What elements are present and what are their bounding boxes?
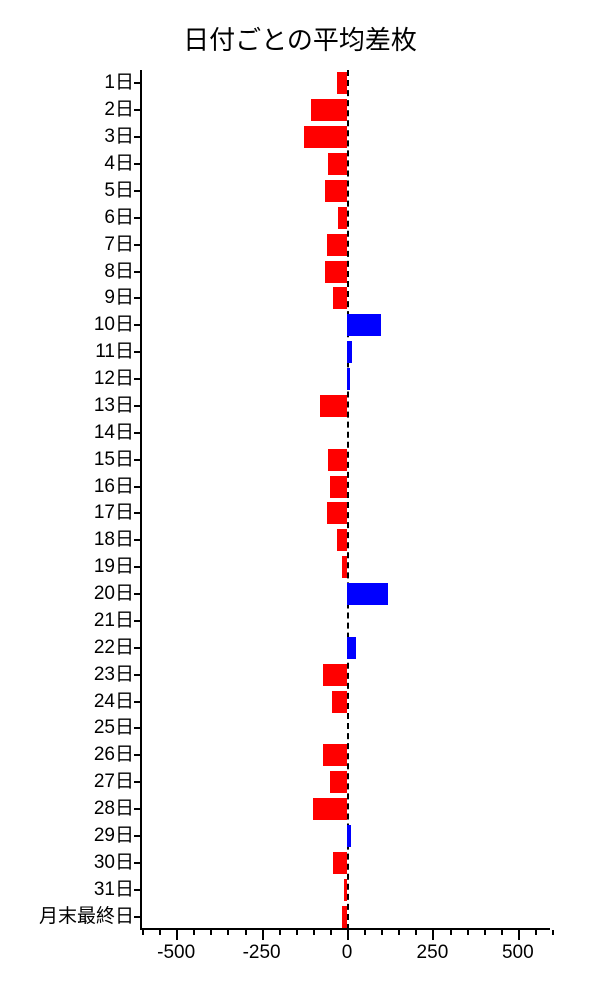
x-tick-minor: [450, 930, 452, 935]
y-axis-label: 26日: [94, 742, 142, 768]
x-tick-major: [432, 930, 434, 940]
bar: [342, 906, 347, 928]
y-axis-label: 3日: [104, 124, 142, 150]
bar: [344, 879, 347, 901]
y-axis-label: 7日: [104, 232, 142, 258]
x-tick-minor: [467, 930, 469, 935]
x-tick-minor: [296, 930, 298, 935]
bar: [327, 234, 348, 256]
y-axis-label: 8日: [104, 259, 142, 285]
x-tick-minor: [227, 930, 229, 935]
y-axis-label: 29日: [94, 823, 142, 849]
x-tick-major: [176, 930, 178, 940]
y-axis-label: 28日: [94, 796, 142, 822]
bar: [330, 476, 347, 498]
x-tick-minor: [501, 930, 503, 935]
y-axis-label: 22日: [94, 635, 142, 661]
y-axis-label: 12日: [94, 366, 142, 392]
bar: [311, 99, 347, 121]
y-axis-label: 13日: [94, 393, 142, 419]
x-tick-minor: [535, 930, 537, 935]
x-tick-minor: [193, 930, 195, 935]
y-axis-label: 1日: [104, 70, 142, 96]
bar: [330, 771, 347, 793]
x-tick-minor: [552, 930, 554, 935]
bar: [325, 261, 347, 283]
x-tick-minor: [484, 930, 486, 935]
bar: [347, 583, 388, 605]
bar: [333, 287, 347, 309]
x-tick-minor: [330, 930, 332, 935]
x-tick-minor: [364, 930, 366, 935]
y-axis-label: 27日: [94, 769, 142, 795]
bar: [320, 395, 347, 417]
x-tick-minor: [415, 930, 417, 935]
bar: [337, 529, 347, 551]
x-axis-label: 0: [342, 942, 353, 964]
y-axis-label: 20日: [94, 581, 142, 607]
y-axis-label: 15日: [94, 447, 142, 473]
x-tick-major: [518, 930, 520, 940]
bar: [313, 798, 347, 820]
y-axis-label: 10日: [94, 312, 142, 338]
y-axis-label: 11日: [95, 339, 142, 365]
y-axis-label: 17日: [94, 500, 142, 526]
y-axis-label: 23日: [94, 662, 142, 688]
chart-container: 日付ごとの平均差枚 1日2日3日4日5日6日7日8日9日10日11日12日13日…: [0, 0, 600, 1000]
y-axis-label: 30日: [94, 850, 142, 876]
bar: [347, 825, 351, 847]
x-tick-minor: [142, 930, 144, 935]
y-axis-label: 19日: [94, 554, 142, 580]
bar: [338, 207, 347, 229]
chart-title: 日付ごとの平均差枚: [0, 20, 600, 57]
y-axis-label: 24日: [94, 689, 142, 715]
bar: [323, 744, 347, 766]
plot-area: 1日2日3日4日5日6日7日8日9日10日11日12日13日14日15日16日1…: [140, 70, 550, 930]
bar: [328, 449, 347, 471]
x-tick-major: [347, 930, 349, 940]
x-axis-label: -250: [243, 942, 281, 964]
x-tick-minor: [159, 930, 161, 935]
bar: [328, 153, 347, 175]
x-axis-label: 250: [417, 942, 449, 964]
y-axis-label: 月末最終日: [39, 904, 142, 930]
y-axis-label: 16日: [94, 474, 142, 500]
y-axis-label: 2日: [104, 97, 142, 123]
bar: [347, 637, 356, 659]
y-axis-label: 14日: [94, 420, 142, 446]
y-axis-label: 21日: [94, 608, 142, 634]
y-axis-label: 31日: [94, 877, 142, 903]
x-axis-label: 500: [502, 942, 534, 964]
bar: [347, 368, 350, 390]
x-tick-minor: [381, 930, 383, 935]
x-axis-label: -500: [157, 942, 195, 964]
bar: [323, 664, 347, 686]
x-tick-major: [262, 930, 264, 940]
bar: [347, 341, 352, 363]
x-tick-minor: [245, 930, 247, 935]
bar: [304, 126, 347, 148]
y-axis-label: 6日: [104, 205, 142, 231]
bar: [327, 502, 348, 524]
x-tick-minor: [279, 930, 281, 935]
bar: [347, 314, 381, 336]
y-axis-label: 5日: [104, 178, 142, 204]
bar: [342, 556, 347, 578]
bar: [325, 180, 347, 202]
x-tick-minor: [398, 930, 400, 935]
y-axis-label: 9日: [104, 285, 142, 311]
zero-line: [347, 70, 349, 930]
bar: [332, 691, 347, 713]
y-axis-label: 4日: [104, 151, 142, 177]
y-axis-label: 25日: [94, 715, 142, 741]
bar: [333, 852, 347, 874]
bar: [337, 72, 347, 94]
x-tick-minor: [210, 930, 212, 935]
x-tick-minor: [313, 930, 315, 935]
x-axis-line: [142, 928, 550, 930]
y-axis-label: 18日: [94, 527, 142, 553]
